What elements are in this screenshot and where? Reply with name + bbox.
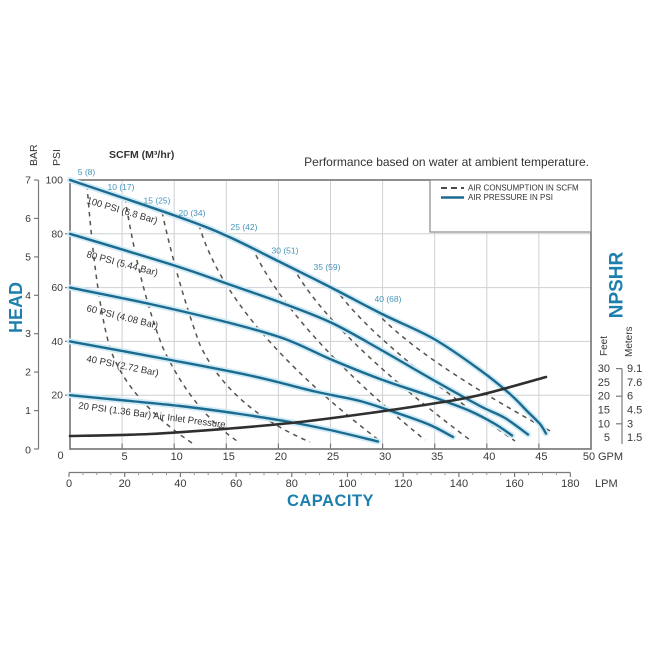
svg-text:100: 100 [338,478,356,490]
svg-text:2: 2 [25,367,31,379]
svg-text:3: 3 [627,418,633,430]
svg-text:40: 40 [174,478,186,490]
svg-text:10: 10 [598,418,610,430]
svg-text:AIR CONSUMPTION IN SCFM: AIR CONSUMPTION IN SCFM [468,184,579,193]
svg-text:1: 1 [25,405,31,417]
svg-text:5: 5 [25,251,31,263]
svg-text:20: 20 [51,390,63,402]
svg-text:5: 5 [122,451,128,463]
svg-text:Performance based on water at: Performance based on water at ambient te… [304,155,589,169]
svg-text:100: 100 [45,175,63,187]
svg-text:25: 25 [327,451,339,463]
svg-text:180: 180 [561,478,579,490]
svg-text:20: 20 [275,451,287,463]
svg-text:35 (59): 35 (59) [314,262,341,272]
svg-text:4.5: 4.5 [627,405,642,417]
svg-text:0: 0 [25,445,31,457]
svg-text:40: 40 [51,336,63,348]
svg-text:50: 50 [583,451,595,463]
svg-text:3: 3 [25,328,31,340]
svg-text:0: 0 [57,450,63,462]
svg-text:80: 80 [51,228,63,240]
svg-text:9.1: 9.1 [627,363,642,375]
svg-text:Meters: Meters [624,326,635,357]
svg-text:CAPACITY: CAPACITY [287,492,374,510]
svg-text:60: 60 [230,478,242,490]
svg-text:80: 80 [286,478,298,490]
svg-text:30: 30 [598,363,610,375]
svg-text:25 (42): 25 (42) [231,222,258,232]
svg-text:BAR: BAR [28,144,40,166]
svg-text:45: 45 [535,451,547,463]
svg-text:7: 7 [25,175,31,187]
svg-text:4: 4 [25,290,31,302]
svg-text:NPSHR: NPSHR [607,251,628,318]
svg-text:PSI: PSI [51,149,63,166]
svg-text:15: 15 [598,405,610,417]
svg-text:15 (25): 15 (25) [144,196,171,206]
svg-text:10 (17): 10 (17) [108,182,135,192]
svg-text:6: 6 [627,391,633,403]
svg-text:1.5: 1.5 [627,432,642,444]
svg-text:7.6: 7.6 [627,377,642,389]
svg-text:HEAD: HEAD [6,282,26,333]
svg-text:20: 20 [119,478,131,490]
svg-text:5 (8): 5 (8) [78,167,96,177]
svg-text:120: 120 [394,478,412,490]
svg-text:40 (68): 40 (68) [375,294,402,304]
svg-text:15: 15 [223,451,235,463]
svg-text:60: 60 [51,282,63,294]
svg-text:LPM: LPM [595,478,618,490]
svg-text:0: 0 [66,478,72,490]
svg-text:20: 20 [598,391,610,403]
svg-text:GPM: GPM [598,451,623,463]
svg-text:6: 6 [25,213,31,225]
svg-text:140: 140 [450,478,468,490]
svg-text:10: 10 [171,451,183,463]
svg-text:SCFM (M³/hr): SCFM (M³/hr) [109,149,174,161]
svg-text:30: 30 [379,451,391,463]
svg-text:160: 160 [505,478,523,490]
svg-text:30 (51): 30 (51) [272,246,299,256]
svg-text:35: 35 [431,451,443,463]
svg-text:40: 40 [483,451,495,463]
svg-text:AIR PRESSURE IN PSI: AIR PRESSURE IN PSI [468,193,553,202]
svg-text:25: 25 [598,377,610,389]
svg-text:5: 5 [604,432,610,444]
svg-text:20 (34): 20 (34) [179,208,206,218]
svg-text:Feet: Feet [599,336,610,356]
